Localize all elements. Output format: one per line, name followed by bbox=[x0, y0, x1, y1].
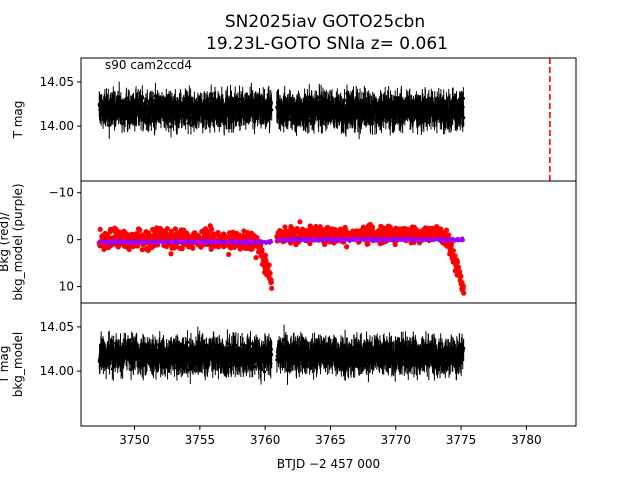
data-point bbox=[307, 119, 311, 123]
data-point bbox=[369, 224, 376, 230]
chart-title: SN2025iav GOTO25cbn bbox=[225, 12, 425, 32]
y-tick-label: −10 bbox=[49, 186, 74, 200]
data-point bbox=[168, 251, 174, 257]
data-point bbox=[267, 270, 273, 276]
series-1-points bbox=[97, 81, 466, 140]
y-tick-label: 10 bbox=[59, 280, 74, 294]
chart-panels: 14.00 14.05 T mag s90 cam2ccd4 −10 0 10 Bkg (re… bbox=[0, 57, 577, 471]
data-point bbox=[269, 285, 275, 291]
data-point bbox=[454, 259, 461, 265]
data-point bbox=[270, 108, 274, 112]
data-point bbox=[450, 248, 457, 254]
data-point bbox=[461, 96, 465, 101]
panel-1: 14.00 14.05 T mag s90 cam2ccd4 bbox=[11, 57, 577, 182]
data-point bbox=[189, 123, 193, 127]
data-point bbox=[190, 245, 196, 251]
y-axis-label: bkg_model (purple) bbox=[11, 183, 25, 300]
data-point bbox=[259, 247, 265, 253]
data-point bbox=[270, 240, 274, 244]
data-point bbox=[446, 232, 452, 238]
data-point bbox=[119, 99, 123, 103]
series-1-points bbox=[96, 219, 467, 296]
data-point bbox=[460, 283, 466, 289]
data-point bbox=[97, 226, 103, 232]
data-point bbox=[141, 96, 145, 100]
data-point bbox=[297, 219, 303, 225]
data-point bbox=[458, 273, 464, 279]
data-point bbox=[462, 116, 466, 120]
y-tick-label: 0 bbox=[66, 233, 74, 247]
data-point bbox=[344, 244, 350, 250]
data-point bbox=[282, 224, 288, 230]
y-axis-label: T mag bbox=[11, 101, 25, 140]
y-tick-label: 14.05 bbox=[40, 75, 74, 89]
data-point bbox=[226, 251, 232, 258]
data-point bbox=[268, 279, 274, 285]
data-point bbox=[342, 98, 347, 102]
chart-subtitle: 19.23L-GOTO SNIa z= 0.061 bbox=[206, 34, 448, 54]
panel-2: −10 0 10 Bkg (red)/bkg_model (purple) bbox=[0, 180, 577, 304]
data-point bbox=[462, 238, 466, 242]
y-axis-label: Bkg (red)/ bbox=[0, 211, 11, 272]
series-1-points bbox=[97, 324, 466, 385]
panel-annotation: s90 cam2ccd4 bbox=[105, 58, 192, 72]
y-tick-label: 14.00 bbox=[40, 119, 74, 133]
data-point bbox=[461, 290, 467, 296]
data-point bbox=[253, 254, 259, 261]
data-point bbox=[208, 226, 215, 232]
data-point bbox=[266, 262, 272, 268]
data-point bbox=[262, 252, 269, 258]
data-point bbox=[137, 227, 143, 233]
data-point bbox=[443, 227, 450, 233]
